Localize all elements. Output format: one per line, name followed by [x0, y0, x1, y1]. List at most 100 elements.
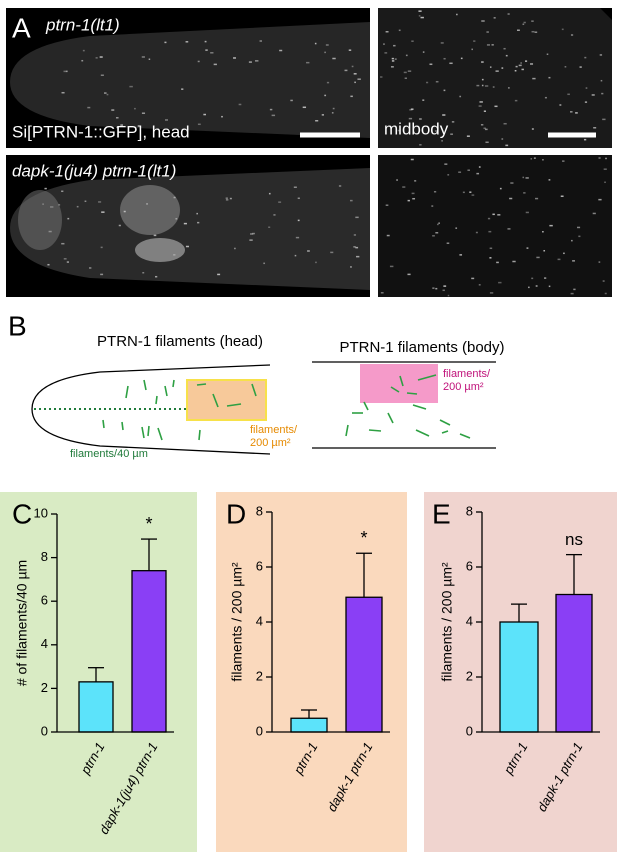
speckle: [383, 43, 385, 45]
speckle: [422, 99, 425, 101]
speckle: [254, 60, 259, 62]
speckle: [101, 211, 105, 213]
speckle: [429, 63, 433, 66]
speckle: [433, 190, 437, 193]
speckle: [600, 79, 603, 82]
speckle: [50, 206, 54, 208]
speckle: [492, 213, 495, 216]
speckle: [353, 73, 357, 75]
area-label: 200 µm²: [250, 437, 291, 449]
speckle: [542, 159, 544, 161]
speckle: [295, 236, 300, 239]
speckle: [443, 89, 446, 92]
speckle: [441, 140, 443, 142]
speckle: [531, 128, 534, 130]
y-tick-label: 2: [256, 668, 263, 683]
speckle: [489, 247, 493, 250]
speckle: [483, 127, 486, 129]
speckle: [605, 157, 607, 160]
speckle: [403, 71, 407, 74]
speckle: [536, 256, 540, 259]
speckle: [203, 113, 207, 116]
caption: Si[PTRN-1::GFP], head: [12, 122, 190, 141]
speckle: [481, 78, 484, 81]
significance: *: [145, 514, 152, 534]
speckle: [76, 205, 79, 208]
speckle: [499, 187, 502, 190]
speckle: [390, 66, 394, 68]
speckle: [271, 114, 276, 117]
speckle: [252, 232, 255, 235]
speckle: [98, 201, 102, 203]
y-tick-label: 8: [466, 503, 473, 518]
speckle: [185, 41, 189, 43]
speckle: [496, 261, 499, 264]
speckle: [213, 63, 217, 66]
speckle: [435, 80, 439, 83]
speckle: [357, 78, 361, 80]
speckle: [407, 199, 410, 202]
speckle: [476, 172, 480, 175]
speckle: [385, 204, 389, 206]
y-tick-label: 8: [41, 549, 48, 564]
speckle: [548, 285, 551, 288]
speckle: [407, 70, 412, 72]
speckle: [447, 294, 450, 297]
speckle: [484, 85, 489, 87]
speckle: [173, 254, 176, 256]
speckle: [456, 13, 458, 16]
speckle: [393, 44, 396, 47]
speckle: [483, 110, 486, 112]
speckle: [165, 119, 169, 121]
speckle: [141, 56, 145, 58]
y-tick-label: 2: [41, 680, 48, 695]
speckle: [576, 226, 581, 229]
speckle: [173, 196, 176, 199]
y-axis-label: filaments / 200 µm²: [439, 562, 455, 682]
speckle: [438, 222, 441, 224]
speckle: [411, 40, 414, 42]
bar: [131, 570, 167, 733]
significance: *: [360, 528, 367, 548]
speckle: [338, 185, 342, 187]
speckle: [120, 124, 124, 126]
speckle: [290, 99, 293, 102]
speckle: [535, 285, 538, 287]
speckle: [466, 135, 470, 137]
speckle: [557, 258, 561, 261]
filaments: [345, 374, 471, 439]
speckle: [238, 103, 242, 106]
line-label: filaments/40 µm: [70, 448, 148, 460]
speckle: [411, 192, 415, 195]
speckle: [297, 219, 300, 222]
speckle: [478, 166, 481, 168]
speckle: [584, 101, 588, 103]
area-label: filaments/: [443, 368, 491, 380]
speckle: [61, 242, 65, 245]
speckle: [489, 66, 492, 68]
speckle: [559, 104, 562, 106]
head-area: [186, 379, 267, 421]
speckle: [481, 84, 484, 87]
speckle: [471, 277, 475, 280]
y-tick-label: 10: [34, 505, 48, 520]
speckle: [331, 112, 334, 114]
speckle: [507, 87, 510, 89]
speckle: [437, 223, 439, 226]
speckle: [391, 57, 394, 60]
speckle: [591, 94, 595, 96]
speckle: [414, 180, 417, 182]
speckle: [350, 266, 352, 268]
speckle: [248, 61, 252, 63]
speckle: [604, 292, 607, 295]
speckle: [408, 117, 413, 120]
speckle: [459, 254, 463, 256]
speckle: [525, 60, 528, 62]
speckle: [458, 171, 462, 173]
speckle: [349, 199, 353, 202]
speckle: [501, 67, 504, 69]
speckle: [604, 181, 606, 184]
speckle: [380, 76, 383, 78]
speckle: [443, 57, 446, 60]
speckle: [446, 242, 450, 244]
